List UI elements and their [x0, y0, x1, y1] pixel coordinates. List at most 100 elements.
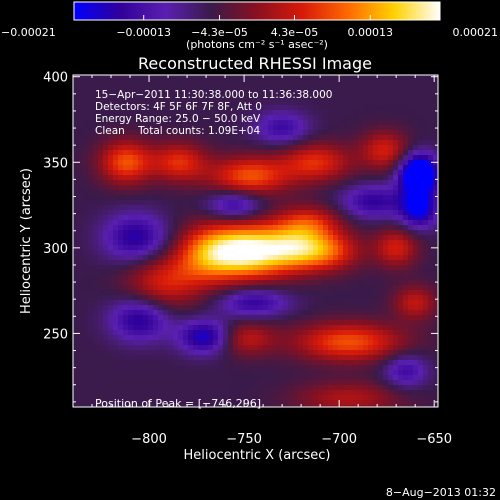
heatmap-cell: [133, 290, 139, 296]
heatmap-cell: [388, 275, 394, 281]
heatmap-cell: [298, 285, 304, 291]
heatmap-cell: [188, 75, 194, 81]
heatmap-cell: [188, 270, 194, 276]
heatmap-cell: [148, 135, 154, 141]
heatmap-cell: [158, 260, 164, 266]
heatmap-cell: [223, 290, 229, 296]
heatmap-cell: [408, 175, 414, 181]
heatmap-cell: [218, 180, 224, 186]
heatmap-cell: [273, 365, 279, 371]
colorbar-tick-label: −0.00021: [1, 26, 56, 39]
heatmap-cell: [138, 165, 144, 171]
heatmap-cell: [353, 375, 359, 381]
heatmap-cell: [263, 255, 269, 261]
heatmap-cell: [128, 230, 134, 236]
heatmap-cell: [433, 380, 438, 386]
heatmap-cell: [358, 120, 364, 126]
heatmap-cell: [308, 235, 314, 241]
heatmap-cell: [383, 250, 389, 256]
heatmap-cell: [178, 175, 184, 181]
heatmap-cell: [343, 215, 349, 221]
heatmap-cell: [198, 160, 204, 166]
heatmap-cell: [308, 125, 314, 131]
heatmap-cell: [338, 225, 344, 231]
heatmap-cell: [193, 200, 199, 206]
heatmap-cell: [323, 165, 329, 171]
heatmap-cell: [413, 230, 419, 236]
heatmap-cell: [368, 245, 374, 251]
heatmap-cell: [268, 120, 274, 126]
heatmap-cell: [83, 160, 89, 166]
heatmap-cell: [118, 300, 124, 306]
heatmap-cell: [328, 145, 334, 151]
heatmap-cell: [318, 380, 324, 386]
heatmap-cell: [398, 180, 404, 186]
heatmap-cell: [118, 105, 124, 111]
heatmap-cell: [328, 75, 334, 81]
heatmap-cell: [213, 385, 219, 391]
heatmap-cell: [258, 270, 264, 276]
heatmap-cell: [233, 320, 239, 326]
heatmap-cell: [263, 220, 269, 226]
heatmap-cell: [193, 90, 199, 96]
heatmap-cell: [143, 330, 149, 336]
heatmap-cell: [253, 100, 259, 106]
heatmap-cell: [383, 180, 389, 186]
heatmap-cell: [158, 110, 164, 116]
heatmap-cell: [173, 385, 179, 391]
heatmap-cell: [193, 115, 199, 121]
heatmap-cell: [78, 360, 84, 366]
heatmap-cell: [313, 375, 319, 381]
heatmap-cell: [138, 320, 144, 326]
info-line: Detectors: 4F 5F 6F 7F 8F, Att 0: [95, 101, 262, 113]
heatmap-cell: [323, 130, 329, 136]
heatmap-cell: [253, 285, 259, 291]
heatmap-cell: [163, 345, 169, 351]
heatmap-cell: [163, 140, 169, 146]
heatmap-cell: [203, 225, 209, 231]
heatmap-cell: [338, 405, 344, 407]
heatmap-cell: [178, 80, 184, 86]
heatmap-cell: [258, 290, 264, 296]
heatmap-cell: [223, 405, 229, 407]
heatmap-cell: [368, 310, 374, 316]
heatmap-cell: [398, 245, 404, 251]
heatmap-cell: [208, 240, 214, 246]
heatmap-cell: [198, 235, 204, 241]
heatmap-cell: [263, 235, 269, 241]
heatmap-cell: [233, 80, 239, 86]
heatmap-cell: [368, 100, 374, 106]
heatmap-cell: [293, 355, 299, 361]
heatmap-cell: [348, 165, 354, 171]
heatmap-cell: [83, 325, 89, 331]
heatmap-cell: [228, 110, 234, 116]
heatmap-cell: [293, 205, 299, 211]
heatmap-cell: [358, 245, 364, 251]
heatmap-cell: [93, 80, 99, 86]
heatmap-cell: [403, 85, 409, 91]
heatmap-cell: [383, 235, 389, 241]
heatmap-cell: [248, 350, 254, 356]
heatmap-cell: [238, 255, 244, 261]
heatmap-cell: [258, 115, 264, 121]
heatmap-cell: [243, 275, 249, 281]
heatmap-cell: [398, 100, 404, 106]
heatmap-cell: [298, 340, 304, 346]
heatmap-cell: [398, 395, 404, 401]
heatmap-cell: [73, 375, 79, 381]
heatmap-cell: [423, 360, 429, 366]
heatmap-cell: [258, 185, 264, 191]
heatmap-cell: [418, 80, 424, 86]
heatmap-cell: [228, 260, 234, 266]
heatmap-cell: [403, 145, 409, 151]
heatmap-cell: [348, 210, 354, 216]
heatmap-cell: [398, 325, 404, 331]
heatmap-cell: [113, 350, 119, 356]
heatmap-cell: [363, 245, 369, 251]
heatmap-cell: [338, 185, 344, 191]
heatmap-cell: [398, 355, 404, 361]
heatmap-cell: [383, 175, 389, 181]
heatmap-cell: [433, 240, 438, 246]
heatmap-cell: [123, 115, 129, 121]
heatmap-cell: [343, 280, 349, 286]
